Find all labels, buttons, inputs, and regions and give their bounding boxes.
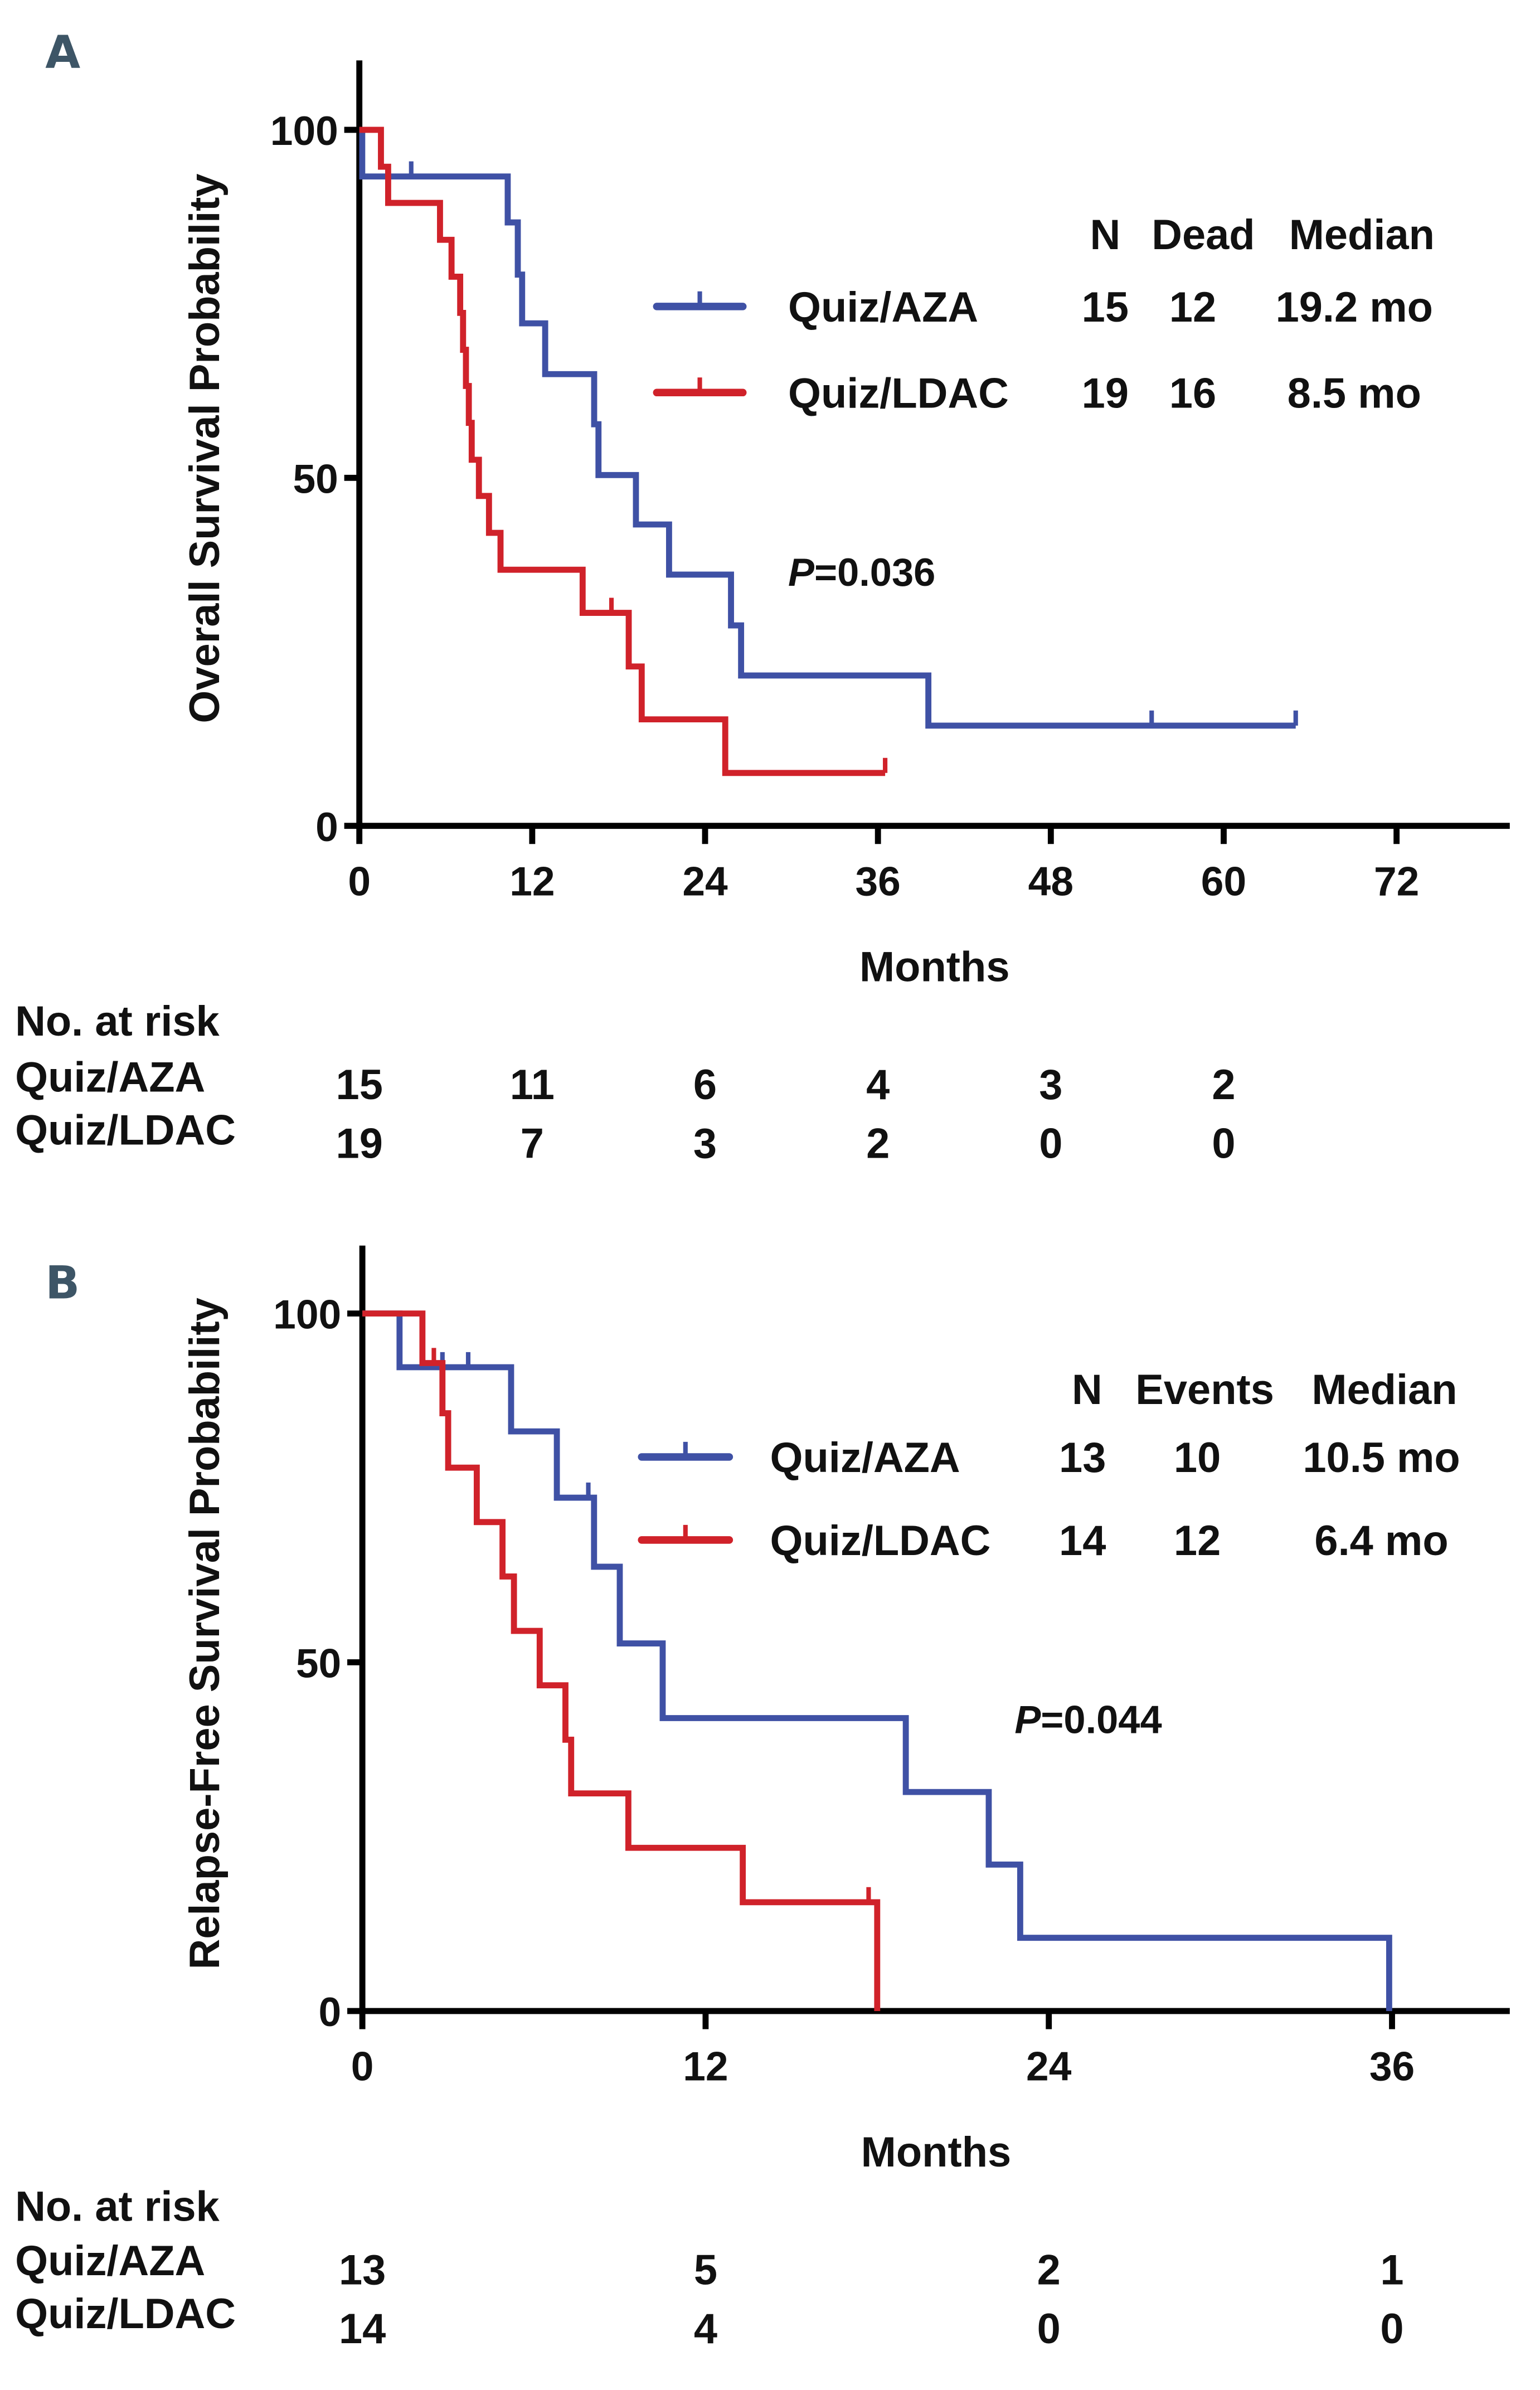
x-tick-label: 36 <box>856 859 901 904</box>
legend-value: 14 <box>1059 1517 1106 1565</box>
y-tick-label: 50 <box>296 1641 341 1686</box>
x-tick-label: 24 <box>1026 2044 1072 2090</box>
at-risk-value: 7 <box>521 1120 544 1168</box>
at-risk-title: No. at risk <box>15 2183 220 2231</box>
legend-header-events: Events <box>1135 1366 1274 1413</box>
p-value: P=0.036 <box>788 550 935 594</box>
at-risk-value: 2 <box>866 1120 890 1168</box>
legend-value: 10.5 mo <box>1303 1434 1460 1481</box>
legend-value: 16 <box>1169 370 1216 417</box>
x-tick-label: 60 <box>1201 859 1246 904</box>
x-tick-label: 12 <box>683 2044 728 2090</box>
legend-value: 19 <box>1082 370 1129 417</box>
p-equals: = <box>1041 1698 1063 1742</box>
legend-label: Quiz/AZA <box>788 284 978 331</box>
p-symbol: P <box>1014 1698 1041 1742</box>
at-risk-value: 3 <box>693 1120 717 1168</box>
legend-header-median: Median <box>1311 1366 1457 1413</box>
legend-header-n: N <box>1090 211 1120 259</box>
at-risk-value: 3 <box>1039 1061 1062 1109</box>
legend-value: 12 <box>1174 1517 1221 1565</box>
at-risk-value: 1 <box>1380 2246 1403 2294</box>
legend-value: 6.4 mo <box>1314 1517 1448 1565</box>
at-risk-value: 0 <box>1380 2305 1403 2353</box>
y-tick-label: 100 <box>270 109 338 154</box>
p-value: P=0.044 <box>1014 1698 1162 1742</box>
at-risk-value: 2 <box>1212 1061 1235 1109</box>
at-risk-value: 2 <box>1037 2246 1061 2294</box>
at-risk-value: 4 <box>694 2305 717 2353</box>
survival-curve-quiz-aza <box>362 1310 1392 2012</box>
at-risk-row-label: Quiz/LDAC <box>15 1106 236 1154</box>
y-axis-label: Overall Survival Probability <box>181 173 229 723</box>
panel-label-a: A <box>45 27 80 79</box>
legend-header-median: Median <box>1289 211 1435 259</box>
legend-value: 15 <box>1082 284 1129 331</box>
at-risk-value: 4 <box>866 1061 890 1109</box>
at-risk-value: 13 <box>339 2246 386 2294</box>
legend-value: 19.2 mo <box>1276 284 1433 331</box>
x-axis-label: Months <box>861 2129 1012 2176</box>
at-risk-value: 0 <box>1212 1120 1235 1168</box>
x-tick-label: 0 <box>348 859 371 904</box>
p-equals: = <box>814 550 837 594</box>
legend-header-dead: Dead <box>1152 211 1255 259</box>
y-tick-label: 0 <box>315 805 338 850</box>
at-risk-row-label: Quiz/LDAC <box>15 2290 236 2338</box>
at-risk-title: No. at risk <box>15 998 220 1045</box>
y-tick-label: 0 <box>319 1990 342 2035</box>
survival-curve-quiz-aza <box>359 127 1296 729</box>
p-symbol: P <box>788 550 815 594</box>
x-tick-label: 36 <box>1369 2044 1415 2090</box>
legend-label: Quiz/AZA <box>770 1434 960 1481</box>
p-value-number: 0.036 <box>837 550 935 594</box>
at-risk-value: 11 <box>510 1061 555 1109</box>
p-value-number: 0.044 <box>1063 1698 1162 1742</box>
legend-value: 13 <box>1059 1434 1106 1481</box>
at-risk-value: 15 <box>336 1061 383 1109</box>
at-risk-value: 0 <box>1039 1120 1062 1168</box>
panel-label-b: B <box>45 1257 80 1310</box>
x-tick-label: 0 <box>351 2044 374 2090</box>
y-tick-label: 50 <box>293 456 338 502</box>
x-tick-label: 12 <box>509 859 555 904</box>
x-tick-label: 48 <box>1028 859 1073 904</box>
legend-header-n: N <box>1072 1366 1102 1413</box>
legend-value: 10 <box>1174 1434 1221 1481</box>
at-risk-row-label: Quiz/AZA <box>15 1053 205 1101</box>
y-tick-label: 100 <box>273 1293 341 1338</box>
legend-label: Quiz/LDAC <box>770 1517 990 1565</box>
x-axis-label: Months <box>859 944 1010 991</box>
at-risk-value: 0 <box>1037 2305 1061 2353</box>
at-risk-value: 6 <box>693 1061 717 1109</box>
legend-value: 12 <box>1169 284 1216 331</box>
x-tick-label: 24 <box>682 859 728 904</box>
survival-curve-quiz-ldac <box>362 1310 881 2012</box>
legend-label: Quiz/LDAC <box>788 370 1009 417</box>
y-axis-label: Relapse-Free Survival Probability <box>181 1298 229 1969</box>
at-risk-value: 5 <box>694 2246 717 2294</box>
legend-value: 8.5 mo <box>1288 370 1421 417</box>
survival-curve-quiz-ldac <box>359 127 886 776</box>
at-risk-value: 14 <box>339 2305 386 2353</box>
at-risk-value: 19 <box>336 1120 383 1168</box>
x-tick-label: 72 <box>1374 859 1419 904</box>
at-risk-row-label: Quiz/AZA <box>15 2237 205 2285</box>
